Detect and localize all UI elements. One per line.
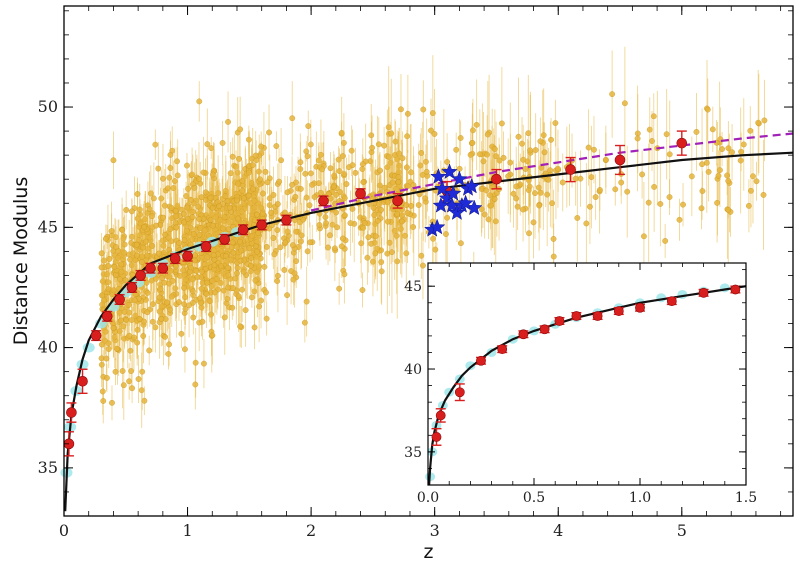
y-axis-label: Distance Modulus [10, 177, 32, 345]
x-tick-label: 3 [430, 521, 440, 540]
binned-point [126, 281, 138, 293]
binned-point [169, 253, 181, 265]
grb-star-point [451, 170, 468, 187]
binned-point [219, 233, 230, 245]
binned-point [90, 330, 102, 342]
grb-star-point [430, 168, 447, 184]
grb-star-point [433, 180, 451, 196]
y-tick-label: 40 [404, 362, 422, 378]
x-axis-label: z [424, 541, 434, 563]
grb-star-point [441, 163, 458, 180]
quasar-points-layer [98, 46, 768, 428]
binned-point [355, 188, 366, 200]
binned-point [256, 219, 267, 231]
grb-star-point [432, 197, 450, 213]
x-tick-label: 0.5 [523, 490, 545, 506]
supernova-point [465, 361, 476, 371]
grb-star-point [444, 184, 462, 201]
binned-point [497, 344, 508, 355]
x-tick-label: 0.0 [417, 490, 439, 506]
binned-point [392, 192, 403, 209]
y-tick-label: 45 [404, 279, 422, 295]
binned-point [518, 329, 529, 340]
grb-star-point [457, 194, 474, 211]
dashed-fit-curve [310, 132, 794, 212]
binned-point [66, 402, 77, 423]
x-tick-label: 1.5 [735, 490, 757, 506]
binned-point [476, 355, 486, 366]
binned-point [565, 156, 576, 183]
x-tick-label: 2 [306, 521, 316, 540]
binned-point [571, 311, 582, 321]
binned-point [182, 250, 193, 262]
binned-point [539, 324, 550, 335]
binned-point [435, 408, 446, 423]
inset-background [428, 263, 746, 485]
binned-point [635, 302, 645, 313]
inset-panel: 0.0 0.5 1.0 1.5 35 40 45 [404, 262, 757, 506]
binned-point [77, 368, 88, 395]
binned-point [200, 241, 212, 253]
y-tick-label: 40 [38, 338, 58, 357]
x-tick-label: 1 [182, 521, 192, 540]
x-tick-label: 5 [677, 521, 687, 540]
grb-star-point [463, 177, 481, 194]
binned-point [730, 284, 741, 295]
binned-point [318, 195, 329, 207]
binned-point [592, 311, 603, 321]
y-tick-label: 35 [38, 458, 58, 477]
x-tick-label: 4 [553, 521, 563, 540]
binned-point [101, 310, 113, 322]
binned-point [666, 296, 677, 307]
inset-series-layer [425, 283, 747, 486]
binned-point [157, 262, 169, 274]
binned-point [135, 269, 146, 281]
binned-point [145, 262, 156, 274]
x-tick-label: 0 [59, 521, 69, 540]
binned-point [554, 316, 565, 326]
binned-point [281, 214, 292, 226]
main-plot-frame [63, 5, 794, 517]
binned-point [676, 130, 688, 156]
inset-axis-ticks: 0.0 0.5 1.0 1.5 35 40 45 [404, 263, 757, 506]
y-tick-label: 45 [38, 217, 58, 236]
main-series-layer [60, 130, 794, 512]
grb-star-point [448, 204, 466, 220]
x-tick-label: 1.0 [629, 490, 651, 506]
binned-point [698, 287, 709, 298]
binned-point [454, 383, 465, 402]
binned-point [114, 293, 125, 306]
binned-point [237, 224, 249, 236]
binned-point [431, 427, 442, 446]
supernova-point [76, 359, 89, 370]
binned-point [491, 168, 502, 190]
inset-plot-frame [427, 262, 747, 486]
grb-star-point [428, 218, 446, 235]
y-tick-label: 35 [404, 445, 422, 461]
y-tick-label: 50 [38, 97, 58, 116]
binned-point [613, 306, 624, 316]
binned-point [614, 144, 626, 176]
